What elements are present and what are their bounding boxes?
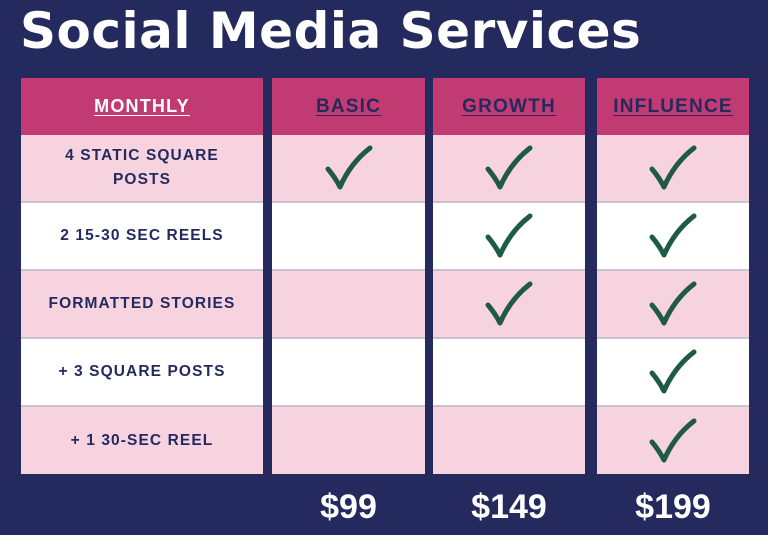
feature-label: 4 STATIC SQUARE POSTS	[65, 147, 219, 188]
header-monthly-label: MONTHLY	[94, 96, 190, 116]
price-growth: $149	[471, 488, 547, 526]
checkmark-icon	[649, 418, 697, 462]
header-influence: INFLUENCE	[597, 78, 749, 135]
price-influence: $199	[635, 488, 711, 526]
plan-cell	[597, 135, 749, 203]
checkmark-icon	[485, 145, 533, 190]
plan-cell	[433, 407, 585, 474]
plan-cell	[597, 271, 749, 339]
price-basic: $99	[320, 488, 377, 526]
plan-column-influence: INFLUENCE	[597, 78, 749, 474]
header-basic-label: BASIC	[315, 95, 382, 117]
plan-cell	[433, 135, 585, 203]
checkmark-icon	[649, 145, 697, 190]
plan-cell	[597, 407, 749, 474]
plan-cell	[272, 203, 425, 271]
checkmark-icon	[325, 145, 372, 190]
feature-label: FORMATTED STORIES	[48, 295, 236, 312]
header-basic: BASIC	[272, 78, 425, 135]
checkmark-icon	[485, 213, 533, 258]
plan-cell	[597, 339, 749, 407]
feature-row: FORMATTED STORIES	[21, 271, 263, 339]
plan-cell	[272, 271, 425, 339]
plan-column-growth: GROWTH	[433, 78, 585, 474]
plan-cell	[272, 135, 425, 203]
feature-row: + 1 30-SEC REEL	[21, 407, 263, 474]
plan-column-basic: BASIC	[272, 78, 425, 474]
page-title: Social Media Services	[20, 2, 642, 60]
plan-cell	[272, 339, 425, 407]
feature-row: 4 STATIC SQUARE POSTS	[21, 135, 263, 203]
header-growth: GROWTH	[433, 78, 585, 135]
plan-cell	[272, 407, 425, 474]
plan-cell	[433, 339, 585, 407]
plan-cell	[433, 203, 585, 271]
feature-row: + 3 SQUARE POSTS	[21, 339, 263, 407]
checkmark-icon	[649, 349, 697, 394]
header-growth-label: GROWTH	[462, 95, 556, 117]
feature-label: + 3 SQUARE POSTS	[58, 363, 226, 380]
checkmark-icon	[649, 213, 697, 258]
feature-label: 2 15-30 SEC REELS	[60, 227, 224, 244]
plan-cell	[597, 203, 749, 271]
plan-cell	[433, 271, 585, 339]
header-influence-label: INFLUENCE	[613, 95, 733, 117]
checkmark-icon	[649, 281, 697, 326]
checkmark-icon	[485, 281, 533, 326]
header-monthly: MONTHLY	[21, 78, 263, 135]
features-column: MONTHLY 4 STATIC SQUARE POSTS 2 15-30 SE…	[21, 78, 263, 474]
feature-label: + 1 30-SEC REEL	[70, 431, 214, 449]
feature-row: 2 15-30 SEC REELS	[21, 203, 263, 271]
